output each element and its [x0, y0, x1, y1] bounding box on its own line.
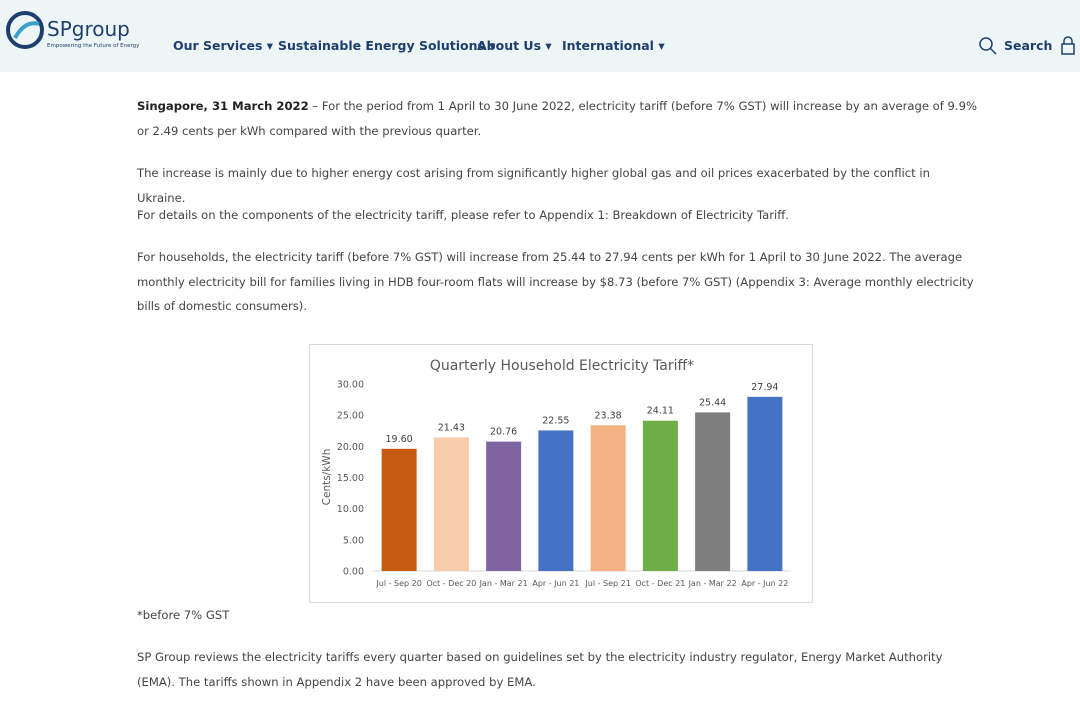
lead: Singapore, 31 March 2022 [137, 99, 309, 113]
y-tick-label: 0.00 [343, 567, 364, 578]
x-tick-label: Jan - Mar 22 [688, 579, 737, 588]
x-tick-label: Oct - Dec 20 [426, 579, 476, 588]
bar [486, 441, 522, 571]
note: *before 7% GST [137, 608, 230, 622]
value-label: 25.44 [699, 397, 726, 408]
nav-item[interactable]: Our Services [173, 38, 263, 53]
nav-item[interactable]: Sustainable Energy Solutions [278, 38, 485, 53]
y-tick-label: 20.00 [337, 442, 364, 453]
nav-item[interactable]: International [562, 38, 654, 53]
value-label: 23.38 [595, 410, 622, 421]
x-tick-label: Jul - Sep 21 [584, 579, 630, 588]
y-tick-label: 10.00 [337, 504, 364, 515]
value-label: 19.60 [386, 434, 413, 445]
text: – For the period from 1 April to 30 June… [137, 99, 977, 138]
y-tick-label: 5.00 [343, 535, 364, 546]
bar [433, 437, 469, 571]
x-tick-label: Oct - Dec 21 [635, 579, 685, 588]
x-tick-label: Apr - Jun 22 [741, 579, 788, 588]
bar [695, 412, 731, 571]
paragraph: For households, the electricity tariff (… [137, 250, 974, 313]
value-label: 27.94 [751, 382, 778, 393]
bar [590, 425, 626, 571]
search-icon[interactable] [978, 36, 998, 56]
login-icon[interactable] [1060, 36, 1078, 56]
bar [642, 420, 678, 571]
nav-item[interactable]: About Us [477, 38, 542, 53]
bar [538, 430, 574, 571]
paragraph: The increase is mainly due to higher ene… [137, 166, 930, 205]
logo[interactable]: SPgroup [47, 17, 130, 41]
chart: Quarterly Household Electricity Tariff* … [309, 344, 813, 603]
header: SPgroup Empowering the Future of Energy … [0, 0, 1080, 72]
paragraph: Singapore, 31 March 2022 – For the perio… [137, 94, 982, 143]
paragraph: SP Group reviews the electricity tariffs… [137, 650, 943, 689]
y-tick-label: 15.00 [337, 473, 364, 484]
value-label: 21.43 [438, 422, 465, 433]
chart-title: Quarterly Household Electricity Tariff* [430, 358, 694, 374]
x-tick-label: Jan - Mar 21 [479, 579, 528, 588]
value-label: 24.11 [647, 406, 674, 417]
y-tick-label: 30.00 [337, 380, 364, 391]
x-tick-label: Jul - Sep 20 [375, 579, 421, 588]
y-axis-label: Cents/kWh [321, 449, 333, 506]
bar [747, 396, 783, 571]
x-tick-label: Apr - Jun 21 [532, 579, 579, 588]
value-label: 20.76 [490, 427, 517, 438]
y-tick-label: 25.00 [337, 411, 364, 422]
tagline: Empowering the Future of Energy [47, 43, 140, 49]
value-label: 22.55 [542, 415, 569, 426]
paragraph: For details on the components of the ele… [137, 208, 789, 222]
bar [381, 448, 417, 571]
logo-icon [6, 11, 44, 49]
search[interactable]: Search [1004, 38, 1053, 53]
